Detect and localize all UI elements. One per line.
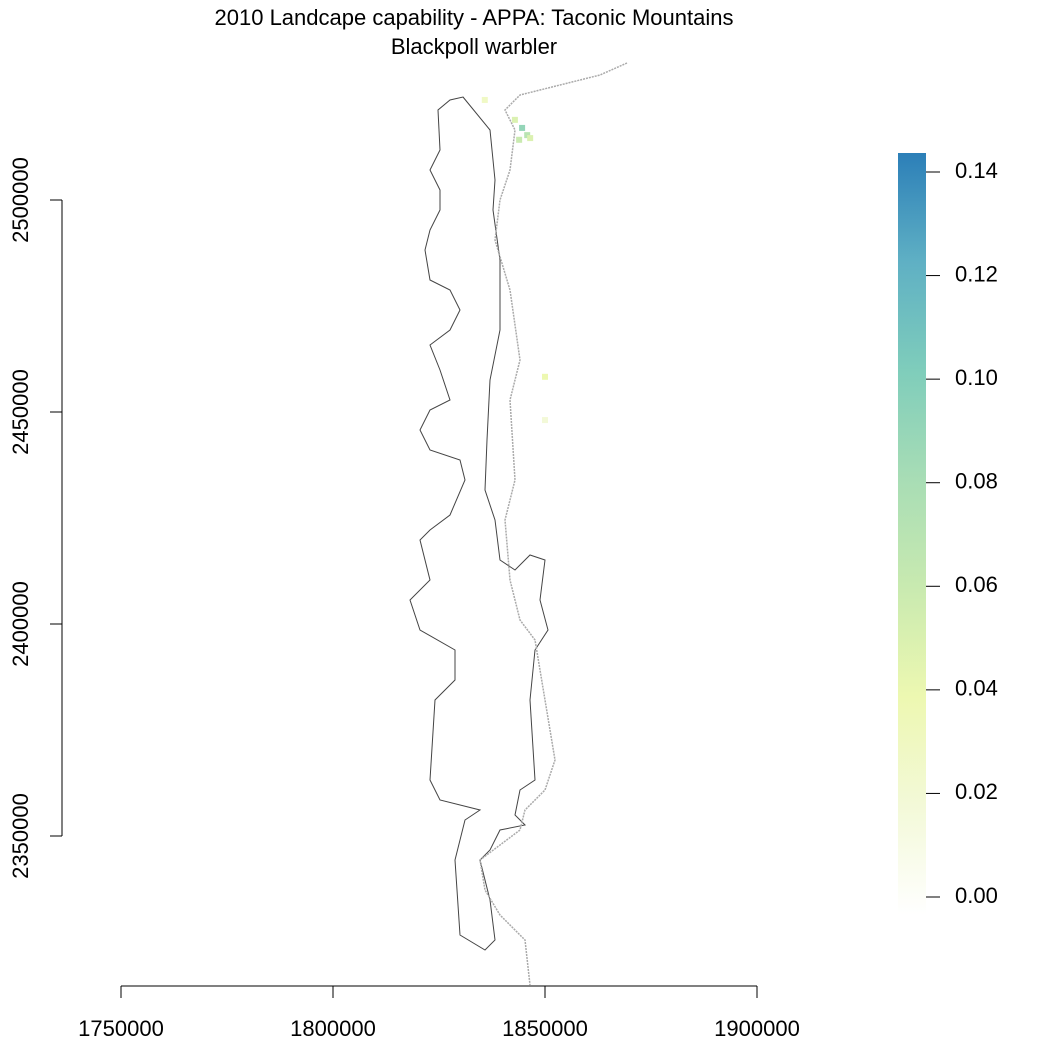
raster-cell xyxy=(516,136,523,143)
appa-boundary xyxy=(409,96,549,951)
raster-cell xyxy=(511,116,518,123)
colorbar-tick-label: 0.06 xyxy=(955,572,998,597)
state-line xyxy=(479,62,628,986)
chart-subtitle: Blackpoll warbler xyxy=(391,34,557,59)
x-tick-label: 1850000 xyxy=(502,1016,588,1041)
colorbar-tick-label: 0.12 xyxy=(955,261,998,286)
y-tick-label: 2350000 xyxy=(8,793,33,879)
colorbar-tick-label: 0.02 xyxy=(955,779,998,804)
raster-cell xyxy=(542,373,548,380)
colorbar-tick-label: 0.10 xyxy=(955,365,998,390)
raster-cell xyxy=(527,135,534,142)
colorbar-tick-label: 0.14 xyxy=(955,158,998,183)
x-tick-label: 1800000 xyxy=(290,1016,376,1041)
raster-cell xyxy=(542,417,548,424)
y-tick-label: 2450000 xyxy=(8,369,33,455)
colorbar-tick-label: 0.08 xyxy=(955,469,998,494)
colorbar-ramp xyxy=(898,153,926,915)
x-tick-label: 1900000 xyxy=(714,1016,800,1041)
chart-title: 2010 Landcape capability - APPA: Taconic… xyxy=(215,5,734,30)
x-tick-label: 1750000 xyxy=(78,1016,164,1041)
raster-cell xyxy=(481,96,488,103)
raster-cell xyxy=(519,124,526,131)
y-tick-label: 2500000 xyxy=(8,157,33,243)
colorbar-tick-label: 0.04 xyxy=(955,676,998,701)
colorbar-tick-label: 0.00 xyxy=(955,883,998,908)
y-tick-label: 2400000 xyxy=(8,581,33,667)
